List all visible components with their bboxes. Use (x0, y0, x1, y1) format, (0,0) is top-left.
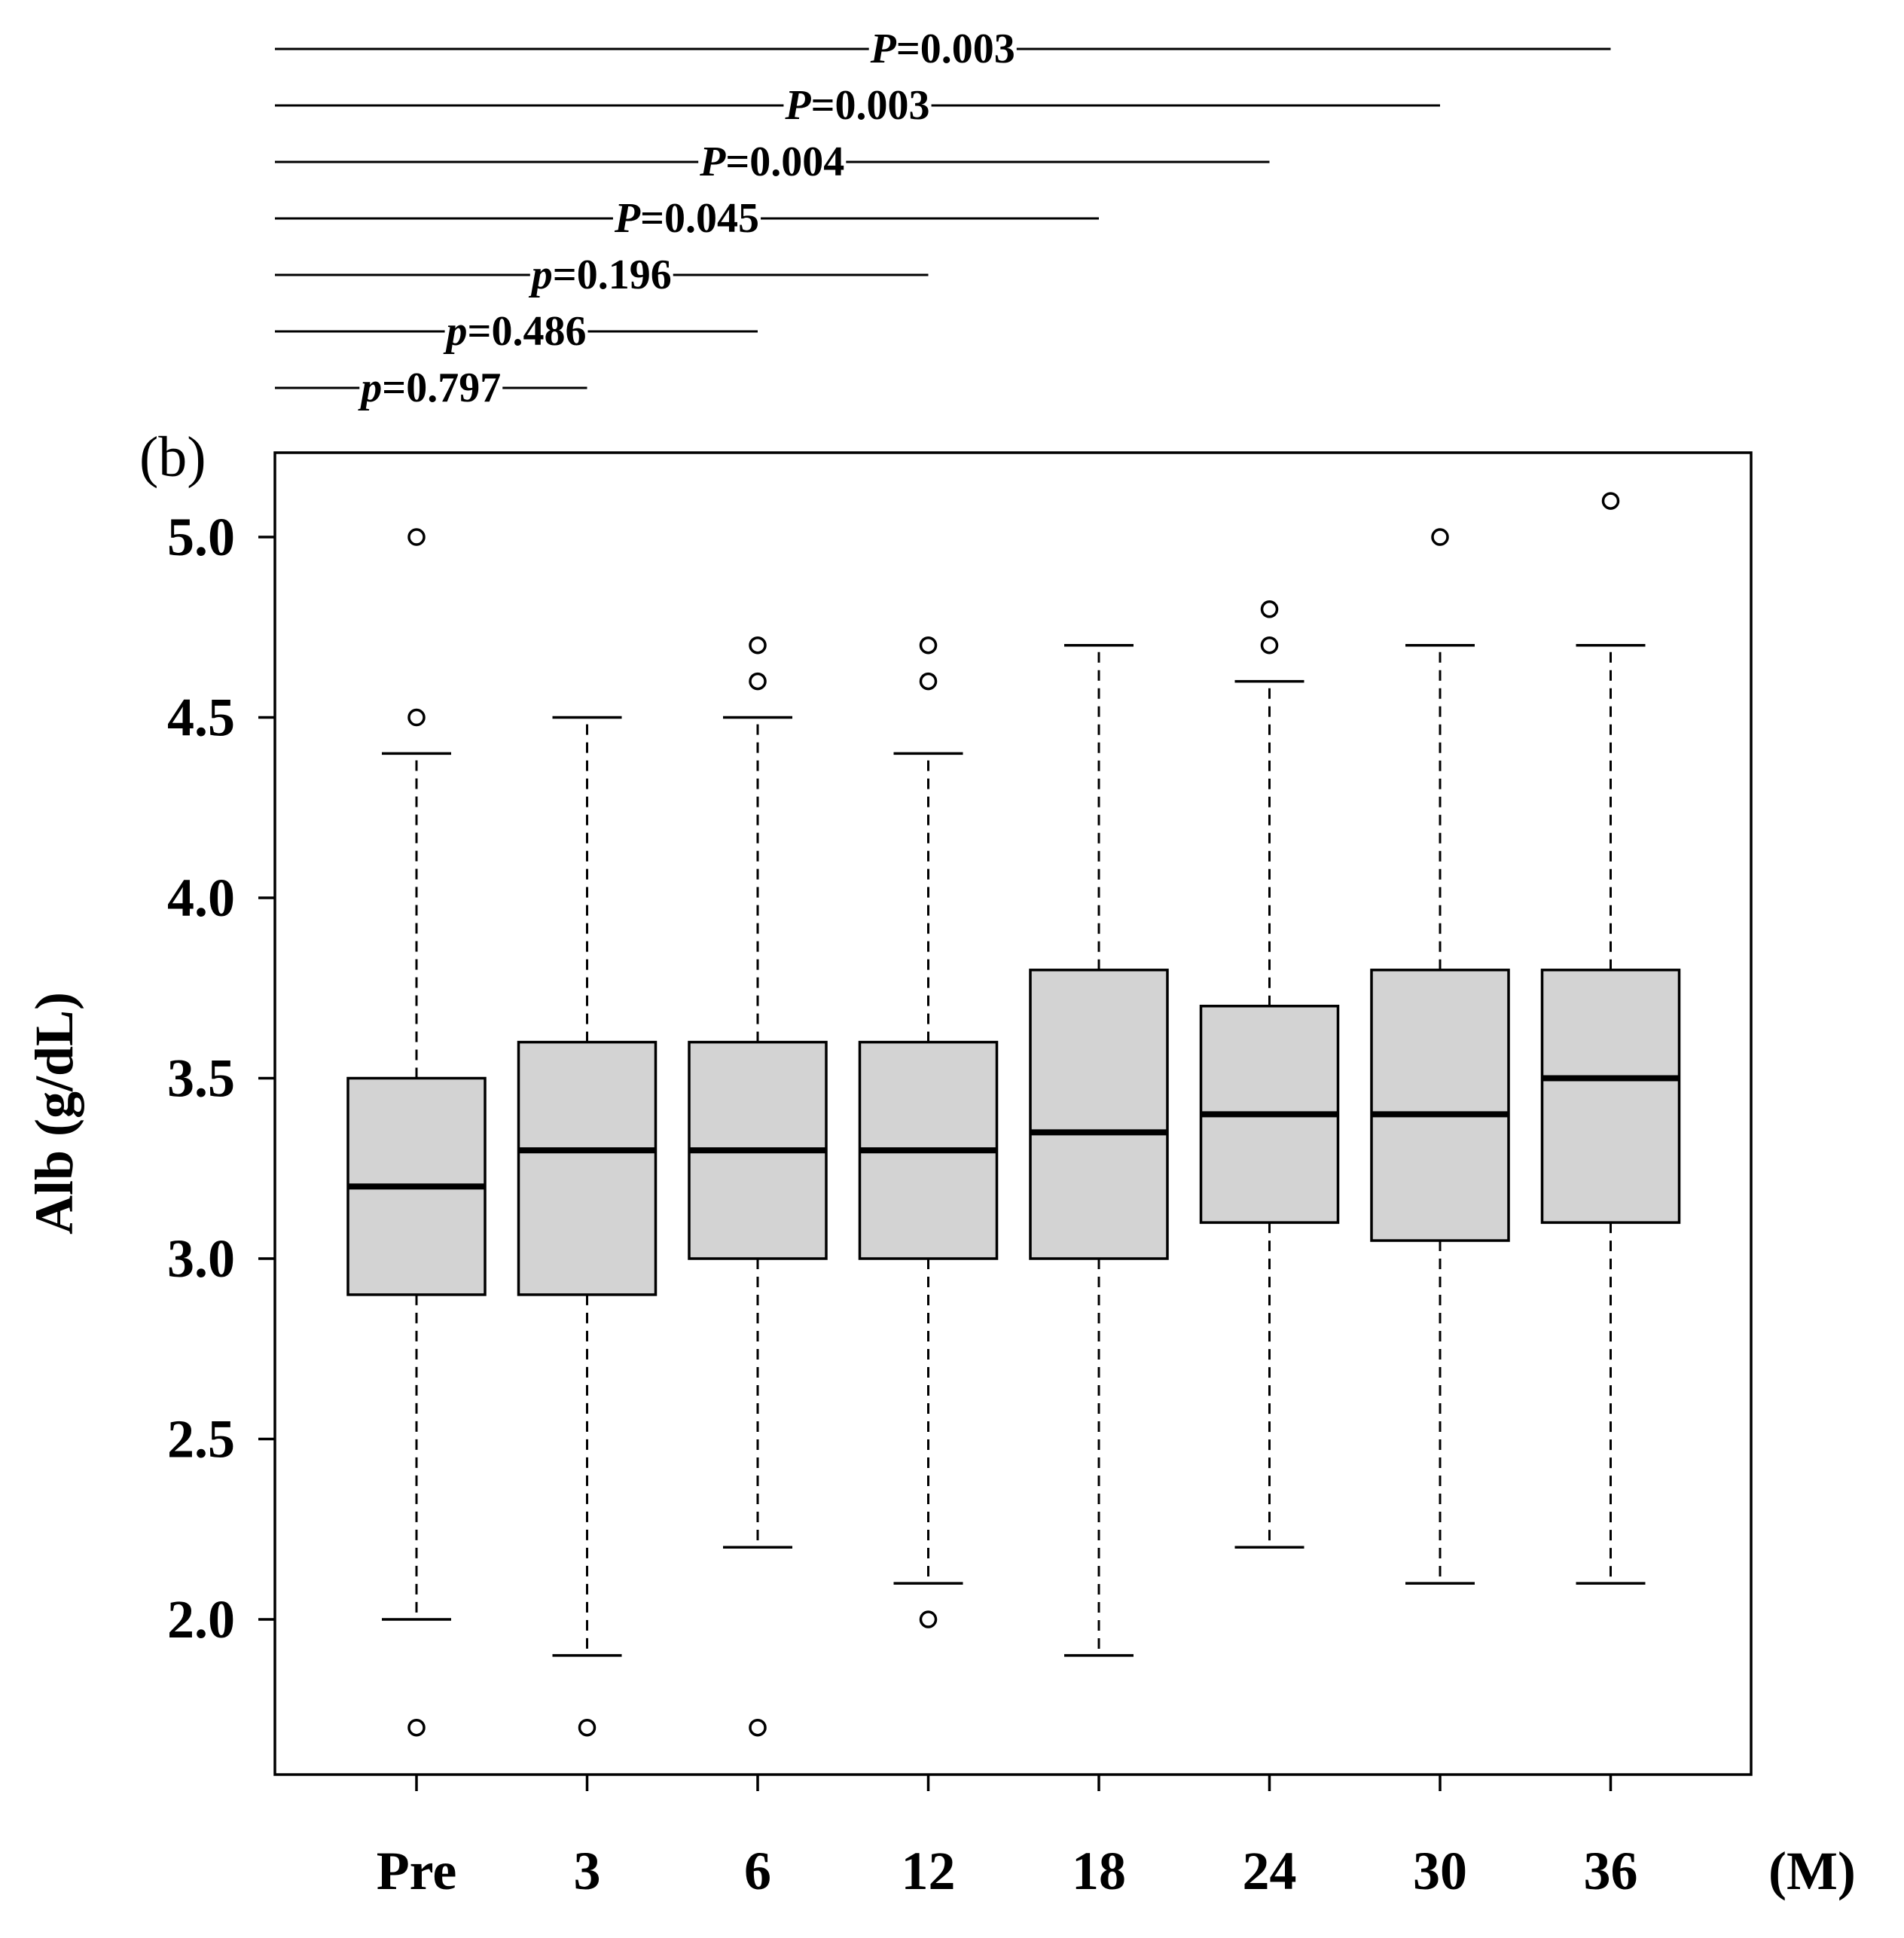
outlier-point (919, 1610, 938, 1628)
x-tick-label: 24 (1243, 1841, 1297, 1901)
p-symbol: P (614, 195, 641, 242)
outlier-point (1601, 492, 1620, 510)
p-value: =0.003 (811, 82, 930, 129)
comparison-bracket: p=0.797 (275, 365, 587, 411)
comparison-bracket: P=0.003 (275, 82, 1440, 129)
plot-frame (273, 451, 1753, 1776)
y-axis: 2.0 2.5 3.0 3.5 4.0 4.5 5.0 (167, 507, 275, 1650)
outlier-point (578, 1718, 597, 1737)
box-group (1029, 643, 1169, 1657)
p-symbol: p (358, 365, 382, 411)
p-value: =0.486 (468, 308, 587, 355)
y-axis-label: Alb (g/dL) (24, 992, 84, 1235)
p-value: =0.196 (553, 252, 672, 298)
iqr-box (1029, 969, 1169, 1260)
outlier-point (749, 1718, 767, 1737)
p-value-label: p=0.486 (444, 308, 587, 355)
box-group (688, 636, 828, 1737)
y-tick-label: 3.0 (167, 1228, 235, 1289)
box-group (517, 716, 658, 1737)
p-value-label: P=0.003 (870, 26, 1015, 72)
x-tick-label: 6 (744, 1841, 771, 1901)
p-value: =0.003 (896, 26, 1015, 72)
p-value-label: P=0.003 (784, 82, 929, 129)
boxes-layer (346, 492, 1681, 1737)
outlier-point (1431, 528, 1449, 546)
y-tick-label: 4.0 (167, 868, 235, 928)
y-tick-label: 2.0 (167, 1589, 235, 1650)
x-tick-label: 36 (1584, 1841, 1638, 1901)
p-value-label: p=0.797 (358, 365, 501, 411)
x-tick-label: 3 (574, 1841, 601, 1901)
outlier-point (407, 708, 426, 727)
p-symbol: p (529, 252, 553, 298)
comparison-brackets: P=0.003P=0.003P=0.004P=0.045p=0.196p=0.4… (275, 26, 1611, 411)
comparison-bracket: P=0.004 (275, 139, 1270, 185)
p-value: =0.004 (725, 139, 844, 185)
box-group (1370, 528, 1510, 1585)
outlier-point (919, 636, 938, 655)
p-value: =0.045 (640, 195, 759, 242)
outlier-point (919, 672, 938, 691)
outlier-point (407, 1718, 426, 1737)
p-symbol: p (444, 308, 468, 355)
p-symbol: P (699, 139, 726, 185)
outlier-point (407, 528, 426, 546)
comparison-bracket: P=0.045 (275, 195, 1099, 242)
p-symbol: P (784, 82, 811, 129)
box-group (1540, 492, 1681, 1585)
comparison-bracket: p=0.196 (275, 252, 929, 298)
y-tick-label: 3.5 (167, 1048, 235, 1109)
box-group (346, 528, 487, 1737)
p-value-label: P=0.004 (699, 139, 844, 185)
box-group (1199, 600, 1340, 1549)
iqr-box (517, 1040, 658, 1296)
x-tick-label: Pre (377, 1841, 457, 1901)
x-tick-label: 12 (902, 1841, 956, 1901)
panel-label: (b) (139, 426, 206, 489)
p-value-label: p=0.196 (529, 252, 672, 298)
y-tick-label: 2.5 (167, 1409, 235, 1470)
comparison-bracket: P=0.003 (275, 26, 1611, 72)
x-tick-label: 30 (1413, 1841, 1467, 1901)
x-axis: Pre 3 6 12 18 24 30 36 (377, 1775, 1638, 1901)
p-symbol: P (870, 26, 897, 72)
x-tick-label: 18 (1072, 1841, 1126, 1901)
p-value: =0.797 (382, 365, 501, 411)
outlier-point (749, 636, 767, 655)
comparison-bracket: p=0.486 (275, 308, 758, 355)
p-value-label: P=0.045 (614, 195, 759, 242)
iqr-box (1540, 969, 1681, 1224)
outlier-point (749, 672, 767, 691)
outlier-point (1260, 600, 1279, 618)
y-tick-label: 4.5 (167, 688, 235, 748)
x-axis-unit-label: (M) (1768, 1841, 1856, 1901)
box-group (858, 636, 999, 1628)
iqr-box (1370, 969, 1510, 1242)
y-tick-label: 5.0 (167, 507, 235, 567)
outlier-point (1260, 636, 1279, 655)
